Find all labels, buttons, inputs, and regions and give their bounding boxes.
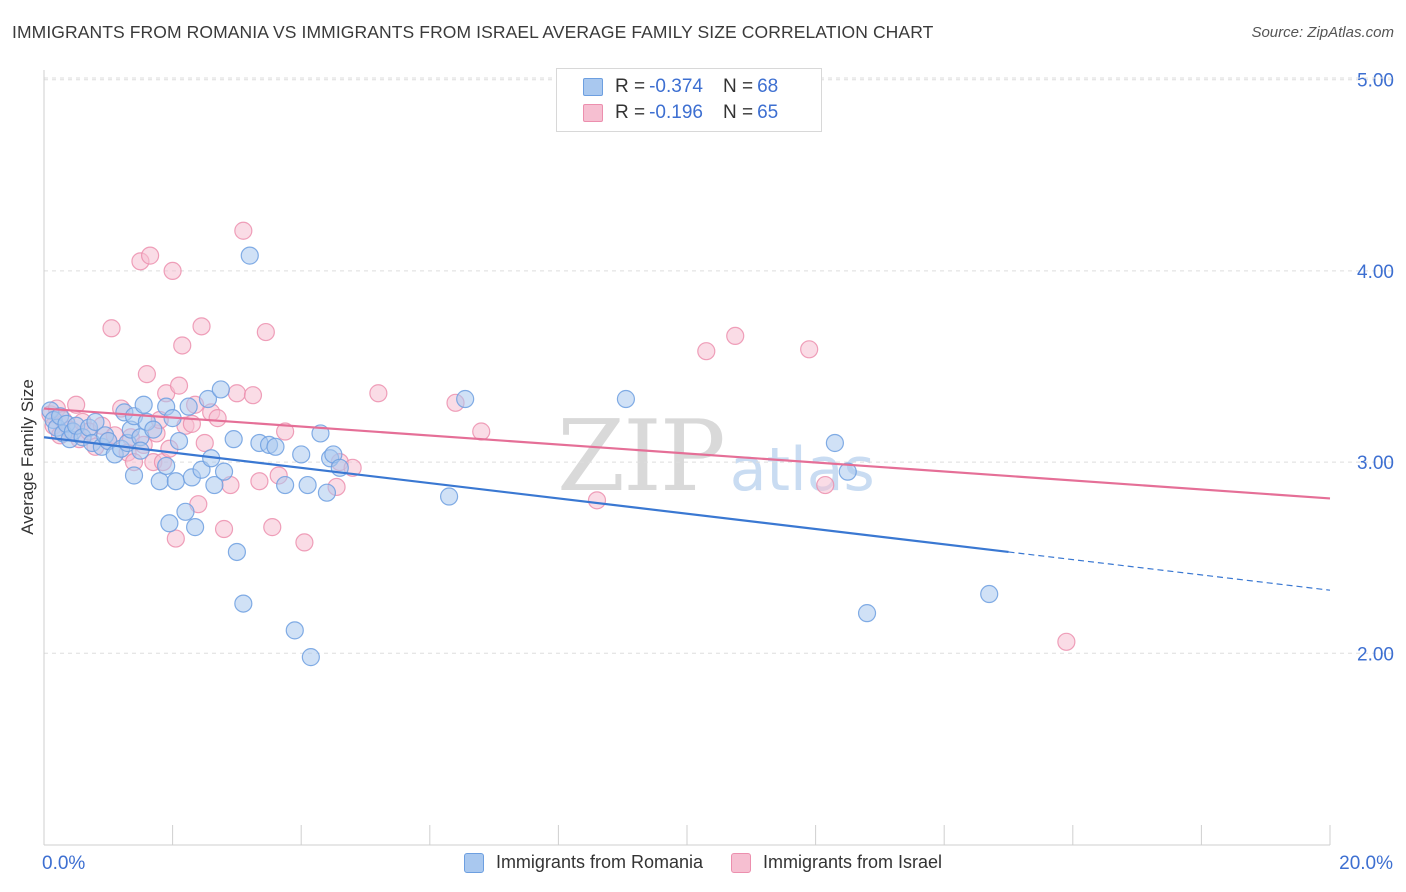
israel-point-51 [295, 533, 314, 552]
israel-point-61 [800, 340, 819, 359]
romania-trend-extension [1008, 551, 1331, 591]
romania-legend-swatch [463, 852, 484, 873]
israel-point-41 [214, 519, 234, 539]
israel-point-59 [697, 342, 716, 361]
romania-r-label: R = [615, 76, 646, 97]
israel-point-40 [208, 409, 227, 428]
romania-point-35 [176, 502, 195, 521]
romania-n-value: 68 [757, 76, 779, 97]
romania-point-65 [825, 433, 844, 453]
romania-point-68 [980, 584, 999, 604]
israel-point-38 [195, 433, 214, 453]
israel-legend-swatch [731, 852, 751, 873]
israel-point-60 [726, 326, 745, 346]
israel-swatch [583, 104, 603, 122]
romania-legend-label: Immigrants from Romania [495, 852, 703, 872]
israel-point-55 [369, 384, 388, 403]
romania-point-24 [124, 466, 144, 485]
romania-point-54 [292, 445, 311, 464]
israel-point-43 [227, 384, 246, 403]
israel-point-62 [816, 475, 835, 495]
israel-point-29 [163, 261, 182, 280]
israel-legend-label: Immigrants from Israel [763, 852, 943, 872]
romania-point-38 [186, 518, 205, 537]
romania-point-47 [234, 594, 253, 613]
romania-point-64 [616, 389, 636, 409]
romania-point-33 [166, 472, 185, 491]
romania-point-53 [285, 621, 304, 640]
stats-legend-row-israel: R = -0.196 N = 65 [583, 100, 778, 126]
romania-point-23 [134, 395, 153, 414]
romania-point-58 [317, 483, 337, 502]
romania-point-62 [439, 487, 459, 506]
romania-point-31 [160, 514, 179, 533]
romania-point-28 [150, 472, 169, 491]
israel-point-37 [192, 317, 211, 336]
legend-item-israel[interactable]: Immigrants from Israel [731, 852, 942, 873]
romania-point-51 [266, 437, 285, 456]
y-tick-label-2: 4.00 [1357, 262, 1394, 283]
romania-point-43 [211, 380, 230, 399]
y-tick-label-1: 3.00 [1357, 453, 1394, 474]
israel-point-63 [1057, 632, 1076, 651]
israel-point-45 [243, 386, 263, 405]
israel-point-46 [250, 472, 269, 491]
israel-point-58 [587, 491, 607, 510]
y-tick-label-0: 2.00 [1357, 644, 1394, 665]
y-tick-label-3: 5.00 [1357, 71, 1394, 92]
israel-n-value: 65 [757, 102, 779, 123]
romania-point-45 [224, 430, 243, 449]
israel-point-6 [67, 395, 86, 414]
chart-title: IMMIGRANTS FROM ROMANIA VS IMMIGRANTS FR… [12, 22, 934, 42]
israel-point-47 [256, 322, 275, 342]
x-tick-label-0: 0.0% [42, 853, 85, 874]
israel-point-48 [263, 518, 282, 537]
watermark-zip: ZIP [557, 400, 726, 514]
israel-point-31 [169, 376, 189, 395]
israel-n-label: N = [722, 102, 754, 123]
israel-r-label: R = [615, 102, 646, 123]
israel-r-value: -0.196 [649, 102, 703, 123]
source-label: Source: ZipAtlas.com [1251, 24, 1394, 41]
israel-point-21 [137, 365, 156, 384]
romania-point-46 [227, 542, 246, 562]
romania-point-63 [456, 389, 475, 409]
romania-point-52 [276, 475, 295, 495]
romania-point-36 [179, 397, 198, 416]
israel-point-30 [166, 529, 185, 548]
israel-point-50 [276, 422, 295, 441]
israel-point-22 [140, 246, 160, 265]
romania-point-42 [205, 475, 224, 495]
romania-point-44 [214, 462, 234, 481]
bottom-legend: Immigrants from Romania Immigrants from … [0, 852, 1406, 873]
romania-point-66 [838, 462, 857, 481]
israel-point-13 [102, 319, 121, 338]
israel-trend-line [43, 407, 1331, 500]
romania-point-12 [86, 412, 105, 432]
romania-point-34 [169, 431, 189, 451]
romania-point-27 [144, 420, 163, 439]
y-axis-label: Average Family Size [18, 379, 37, 535]
romania-point-55 [298, 475, 317, 495]
romania-point-67 [857, 604, 877, 623]
stats-legend: R = -0.374 N = 68 R = -0.196 N = 65 [556, 68, 822, 132]
romania-point-40 [198, 389, 218, 409]
romania-trend-line [43, 436, 1009, 554]
romania-n-label: N = [722, 76, 754, 97]
x-tick-label-1: 20.0% [1339, 853, 1393, 874]
romania-point-30 [157, 456, 176, 476]
israel-point-44 [234, 221, 253, 240]
romania-r-value: -0.374 [649, 76, 703, 97]
legend-item-romania[interactable]: Immigrants from Romania [463, 852, 703, 873]
romania-swatch [583, 78, 603, 96]
israel-point-32 [173, 336, 192, 355]
romania-point-48 [240, 246, 259, 265]
romania-point-25 [131, 441, 150, 460]
stats-legend-row-romania: R = -0.374 N = 68 [583, 74, 778, 100]
romania-point-56 [301, 648, 320, 667]
israel-point-57 [472, 422, 491, 441]
